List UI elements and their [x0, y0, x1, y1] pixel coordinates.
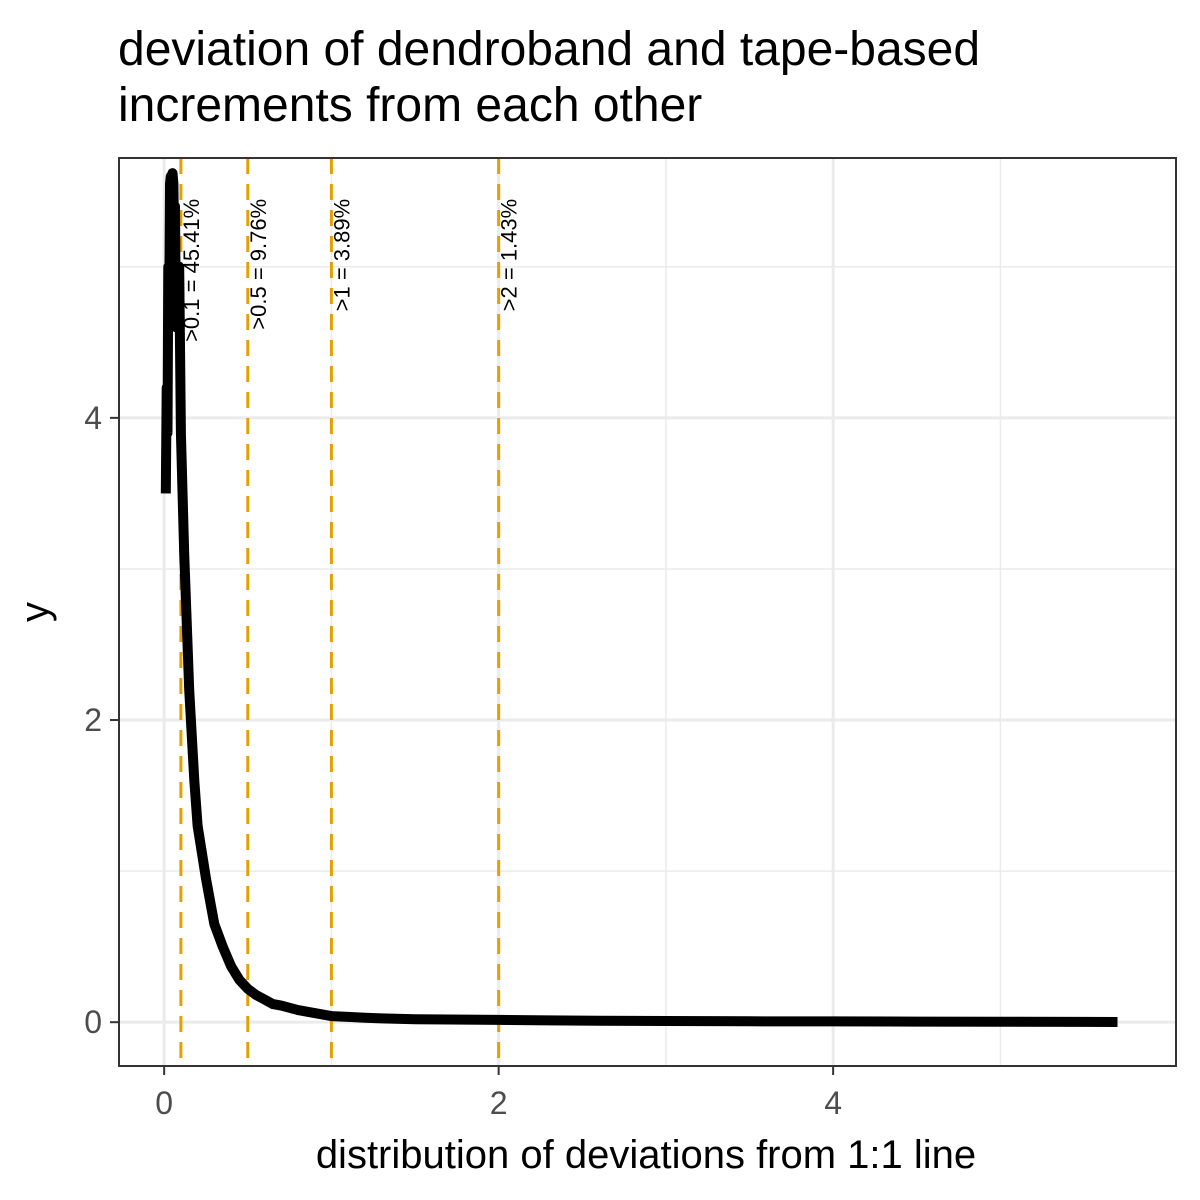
reference-line-label: >2 = 1.43%: [497, 199, 522, 312]
panel-border: [118, 157, 1177, 1067]
y-tick-label: 4: [84, 400, 102, 436]
series-layer: [160, 168, 1118, 1027]
density-line: [160, 168, 1118, 1027]
reference-line-label: >1 = 3.89%: [329, 199, 354, 312]
x-tick-label: 2: [490, 1085, 508, 1121]
annotations: >0.1 = 45.41% >0.5 = 9.76% >1 = 3.89% >2 = …: [179, 199, 522, 342]
reference-lines: [179, 158, 501, 1066]
chart-title: deviation of dendroband and tape-based i…: [118, 22, 1178, 134]
x-tick-label: 0: [155, 1085, 173, 1121]
reference-line-label: >0.1 = 45.41%: [179, 199, 204, 342]
axes: 0 2 4 0 2 4: [84, 400, 842, 1121]
chart-title-line-2: increments from each other: [118, 79, 703, 132]
x-axis-title: distribution of deviations from 1:1 line: [316, 1133, 976, 1177]
x-tick-label: 4: [824, 1085, 842, 1121]
chart-title-line-1: deviation of dendroband and tape-based: [118, 23, 981, 76]
grid-layer: [119, 158, 1176, 1066]
reference-line-label: >0.5 = 9.76%: [246, 199, 271, 330]
y-axis-title: y: [13, 602, 57, 622]
y-tick-label: 0: [84, 1004, 102, 1040]
y-tick-label: 2: [84, 702, 102, 738]
